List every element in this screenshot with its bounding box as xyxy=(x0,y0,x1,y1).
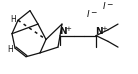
Text: −: − xyxy=(90,8,96,17)
Text: I: I xyxy=(103,2,105,11)
Text: N: N xyxy=(95,27,103,36)
Text: N: N xyxy=(59,27,67,36)
Text: +: + xyxy=(101,26,107,32)
Text: H: H xyxy=(7,45,13,54)
Text: +: + xyxy=(65,26,71,32)
Text: H: H xyxy=(10,15,16,24)
Text: I: I xyxy=(87,10,89,19)
Text: −: − xyxy=(106,0,112,9)
